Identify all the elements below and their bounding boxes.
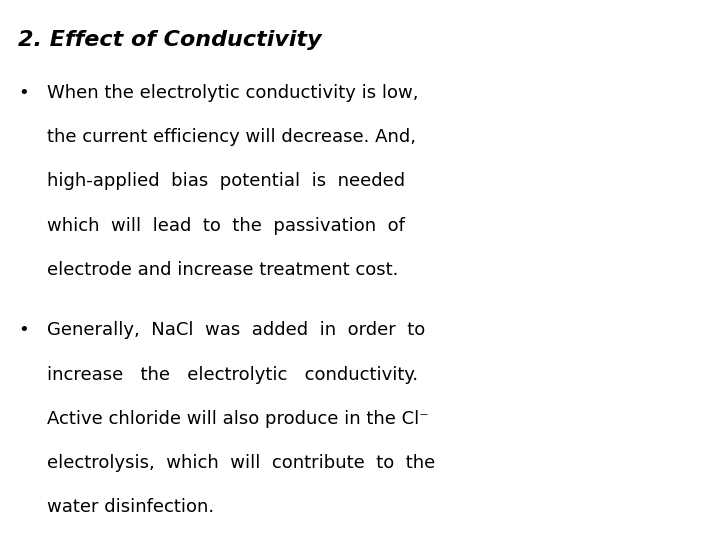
Text: When the electrolytic conductivity is low,: When the electrolytic conductivity is lo… xyxy=(47,84,418,102)
Text: the current efficiency will decrease. And,: the current efficiency will decrease. An… xyxy=(47,128,416,146)
Text: •: • xyxy=(18,84,29,102)
Text: electrode and increase treatment cost.: electrode and increase treatment cost. xyxy=(47,261,398,279)
Text: water disinfection.: water disinfection. xyxy=(47,498,214,516)
Text: 2. Effect of Conductivity: 2. Effect of Conductivity xyxy=(18,30,322,50)
Text: high-applied  bias  potential  is  needed: high-applied bias potential is needed xyxy=(47,172,405,190)
Text: which  will  lead  to  the  passivation  of: which will lead to the passivation of xyxy=(47,217,405,234)
Text: Active chloride will also produce in the Cl⁻: Active chloride will also produce in the… xyxy=(47,410,428,428)
Text: •: • xyxy=(18,321,29,339)
Text: increase   the   electrolytic   conductivity.: increase the electrolytic conductivity. xyxy=(47,366,418,383)
Text: Generally,  NaCl  was  added  in  order  to: Generally, NaCl was added in order to xyxy=(47,321,425,339)
Text: electrolysis,  which  will  contribute  to  the: electrolysis, which will contribute to t… xyxy=(47,454,435,472)
